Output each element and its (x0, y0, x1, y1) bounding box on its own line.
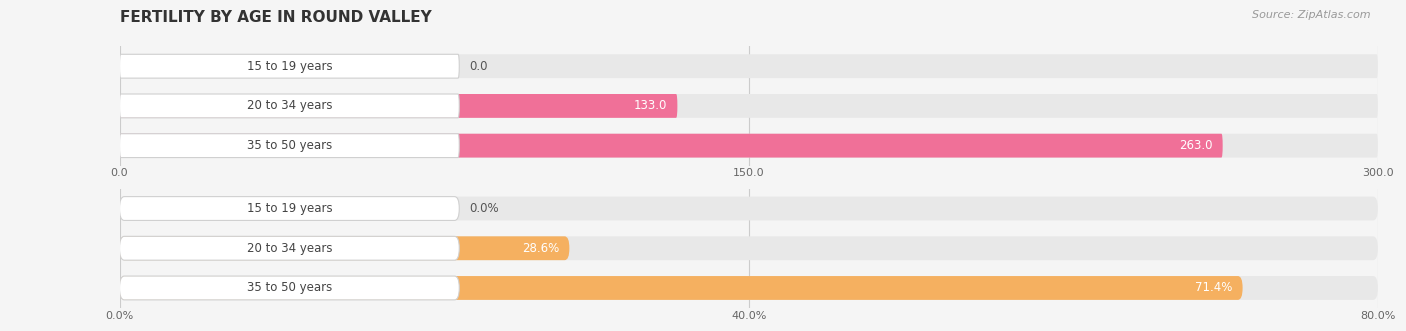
Text: Source: ZipAtlas.com: Source: ZipAtlas.com (1253, 10, 1371, 20)
FancyBboxPatch shape (120, 134, 460, 158)
Text: 0.0: 0.0 (470, 60, 488, 73)
FancyBboxPatch shape (120, 134, 1378, 158)
FancyBboxPatch shape (120, 197, 460, 220)
FancyBboxPatch shape (120, 134, 1223, 158)
Text: 35 to 50 years: 35 to 50 years (247, 281, 332, 295)
FancyBboxPatch shape (120, 236, 460, 260)
FancyBboxPatch shape (120, 276, 1378, 300)
Text: FERTILITY BY AGE IN ROUND VALLEY: FERTILITY BY AGE IN ROUND VALLEY (120, 10, 432, 25)
Text: 133.0: 133.0 (634, 99, 668, 113)
FancyBboxPatch shape (120, 236, 1378, 260)
FancyBboxPatch shape (120, 54, 460, 78)
Text: 15 to 19 years: 15 to 19 years (246, 202, 332, 215)
FancyBboxPatch shape (120, 276, 1243, 300)
Text: 263.0: 263.0 (1180, 139, 1212, 152)
FancyBboxPatch shape (120, 236, 569, 260)
Text: 20 to 34 years: 20 to 34 years (246, 99, 332, 113)
Text: 35 to 50 years: 35 to 50 years (247, 139, 332, 152)
Text: 20 to 34 years: 20 to 34 years (246, 242, 332, 255)
Text: 71.4%: 71.4% (1195, 281, 1233, 295)
FancyBboxPatch shape (120, 94, 678, 118)
FancyBboxPatch shape (120, 94, 460, 118)
FancyBboxPatch shape (120, 54, 1378, 78)
Text: 28.6%: 28.6% (522, 242, 560, 255)
FancyBboxPatch shape (120, 94, 1378, 118)
FancyBboxPatch shape (120, 197, 1378, 220)
Text: 0.0%: 0.0% (470, 202, 499, 215)
Text: 15 to 19 years: 15 to 19 years (246, 60, 332, 73)
FancyBboxPatch shape (120, 276, 460, 300)
